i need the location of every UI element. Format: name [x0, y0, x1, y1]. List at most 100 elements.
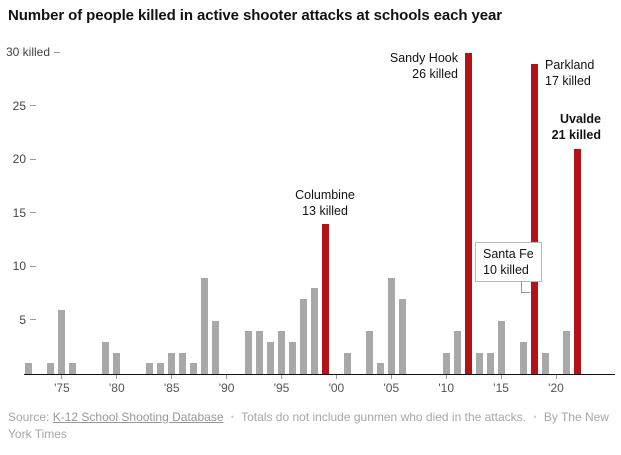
annotation-sandy-hook-line: Sandy Hook [389, 51, 458, 65]
x-axis-tick-label-2000: '00 [328, 381, 345, 395]
y-axis-tick-label: 20 [12, 152, 26, 166]
bar-1989 [212, 320, 220, 374]
bar-2005 [387, 277, 395, 374]
y-axis-tick-mark [30, 158, 36, 160]
bar-2019 [541, 352, 549, 374]
bar-1988 [201, 277, 209, 374]
annotation-columbine-line: Columbine [295, 188, 355, 202]
y-axis-tick-label: 30 killed [6, 45, 51, 59]
footer-note: Totals do not include gunmen who died in… [241, 410, 526, 424]
x-axis-tick-label-1995: '95 [273, 381, 290, 395]
x-axis-tick-mark [335, 375, 337, 379]
y-axis-tick-20: 20 [6, 152, 36, 166]
bar-2011 [453, 331, 461, 374]
x-axis-tick-label-2015: '15 [493, 381, 509, 395]
annotation-uvalde-line: 21 killed [551, 128, 601, 142]
bar-2004 [376, 363, 384, 374]
bar-2003 [365, 331, 373, 374]
y-axis-tick-label: 10 [12, 259, 26, 273]
footer: Source: K-12 School Shooting Database • … [8, 409, 609, 443]
footer-bullet-separator: • [230, 412, 234, 423]
bar-1984 [157, 363, 165, 374]
bar-1987 [190, 363, 198, 374]
bar-2006 [398, 299, 406, 374]
bar-2014 [486, 352, 494, 374]
bar-2017 [519, 341, 527, 374]
y-axis-tick-5: 5 [6, 313, 36, 327]
bar-2012 [464, 53, 472, 374]
bar-1972 [25, 363, 33, 374]
y-axis-tick-mark [30, 105, 36, 106]
x-axis-tick-label-2005: '05 [383, 381, 400, 395]
y-axis-tick-mark [30, 319, 36, 320]
bar-1992 [245, 331, 253, 374]
annotation-uvalde: Uvalde 21 killed [552, 111, 601, 143]
x-axis-baseline [24, 374, 615, 375]
y-axis-tick-mark [54, 51, 61, 53]
annotation-callout-bracket [521, 281, 530, 293]
annotation-santa-fe-line: Santa Fe [483, 247, 534, 261]
x-axis-tick-mark [171, 375, 173, 379]
bar-2015 [497, 320, 505, 374]
y-axis-tick-25: 25 [6, 99, 36, 113]
annotation-columbine: Columbine 13 killed [265, 187, 385, 219]
annotation-parkland-line: 17 killed [545, 74, 591, 88]
y-axis-tick-label: 5 [19, 312, 26, 327]
bar-2010 [442, 352, 450, 374]
bar-1998 [310, 288, 318, 374]
bar-1986 [179, 352, 187, 374]
x-axis-tick-label-1985: '85 [163, 381, 180, 395]
x-axis-tick-label-1990: '90 [218, 381, 235, 395]
x-axis-tick-mark [445, 375, 447, 379]
bar-2001 [343, 352, 351, 374]
annotation-santa-fe: Santa Fe 10 killed [475, 242, 542, 282]
annotation-columbine-line: 13 killed [302, 204, 348, 218]
annotation-santa-fe-line: 10 killed [483, 263, 529, 277]
x-axis-tick-mark [390, 375, 392, 379]
bar-1974 [47, 363, 55, 374]
bar-1980 [113, 352, 121, 374]
bar-1985 [168, 352, 176, 374]
bar-2022 [574, 149, 582, 374]
bar-1976 [69, 363, 77, 374]
bar-1994 [267, 341, 275, 374]
bar-1993 [256, 331, 264, 374]
bar-1997 [299, 299, 307, 374]
bar-1983 [146, 363, 154, 374]
x-axis-tick-mark [500, 375, 502, 379]
y-axis-tick-15: 15 [6, 206, 36, 220]
bar-2021 [563, 331, 571, 374]
footer-byline: By The New York Times [8, 410, 609, 442]
y-axis-tick-label: 25 [12, 98, 26, 113]
x-axis-tick-label-1975: '75 [54, 381, 70, 395]
bar-1979 [102, 341, 110, 374]
x-axis-tick-mark [281, 375, 282, 379]
x-axis-tick-label-2020: '20 [548, 381, 564, 395]
bar-2018 [530, 63, 538, 374]
y-axis-tick-mark [30, 265, 36, 267]
bar-1999 [321, 224, 329, 374]
x-axis-tick-label-2010: '10 [438, 381, 455, 395]
source-link[interactable]: K-12 School Shooting Database [52, 410, 224, 424]
chart-plot-area: 30 killed 25 20 15 10 5 '75 '80 '85 '90 '95 '00 '05 '… [6, 45, 615, 395]
annotation-parkland-line: Parkland [545, 58, 595, 72]
bar-1995 [278, 331, 285, 374]
footer-bullet-separator-2: • [533, 412, 537, 423]
bar-2013 [475, 352, 483, 374]
chart-title: Number of people killed in active shoote… [8, 7, 503, 24]
bar-1975 [58, 309, 66, 374]
y-axis-tick-mark [30, 212, 36, 213]
bar-1996 [288, 341, 296, 374]
x-axis-tick-mark [116, 375, 118, 379]
x-axis-tick-mark [555, 375, 557, 379]
source-prefix-label: Source: [8, 410, 50, 424]
y-axis-tick-label: 15 [12, 205, 26, 220]
annotation-sandy-hook-line: 26 killed [412, 67, 458, 81]
x-axis-tick-label-1980: '80 [108, 381, 125, 395]
x-axis-tick-mark [61, 375, 63, 379]
y-axis-tick-10: 10 [6, 259, 36, 273]
annotation-parkland: Parkland 17 killed [545, 57, 594, 89]
annotation-sandy-hook: Sandy Hook 26 killed [390, 50, 458, 82]
y-axis-tick-30: 30 killed [6, 45, 61, 59]
x-axis-tick-mark [226, 375, 228, 379]
